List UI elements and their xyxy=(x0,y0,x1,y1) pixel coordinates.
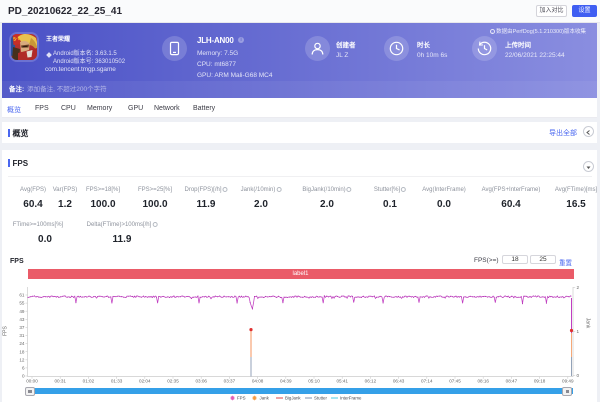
svg-text:2: 2 xyxy=(577,285,580,290)
svg-text:0: 0 xyxy=(22,374,25,379)
svg-text:BigJank: BigJank xyxy=(285,396,301,401)
svg-text:01:02: 01:02 xyxy=(83,379,95,384)
svg-text:08:16: 08:16 xyxy=(477,379,489,384)
svg-text:49: 49 xyxy=(19,309,25,314)
svg-text:03:06: 03:06 xyxy=(195,379,207,384)
svg-text:Jank: Jank xyxy=(585,318,591,329)
svg-text:07:45: 07:45 xyxy=(449,379,461,384)
svg-text:43: 43 xyxy=(19,317,25,322)
svg-text:12: 12 xyxy=(19,357,25,362)
svg-text:05:41: 05:41 xyxy=(336,379,348,384)
svg-text:08:47: 08:47 xyxy=(506,379,518,384)
svg-text:01:33: 01:33 xyxy=(111,379,123,384)
svg-text:37: 37 xyxy=(19,325,25,330)
svg-text:Stutter: Stutter xyxy=(314,396,327,401)
svg-text:31: 31 xyxy=(19,333,25,338)
svg-text:06:12: 06:12 xyxy=(365,379,377,384)
svg-text:24: 24 xyxy=(19,341,25,346)
svg-text:55: 55 xyxy=(19,301,25,306)
svg-text:09:18: 09:18 xyxy=(534,379,546,384)
svg-text:Jank: Jank xyxy=(260,396,270,401)
svg-text:02:04: 02:04 xyxy=(139,379,151,384)
svg-text:06:43: 06:43 xyxy=(393,379,405,384)
svg-text:05:10: 05:10 xyxy=(308,379,320,384)
svg-text:09:49: 09:49 xyxy=(562,379,574,384)
svg-text:5·5: 5·5 xyxy=(13,36,21,43)
svg-text:61: 61 xyxy=(19,293,25,298)
svg-text:07:14: 07:14 xyxy=(421,379,433,384)
svg-text:FPS: FPS xyxy=(3,325,9,335)
svg-text:FPS: FPS xyxy=(237,396,246,401)
svg-text:6: 6 xyxy=(22,366,25,371)
svg-text:18: 18 xyxy=(19,349,25,354)
svg-text:1: 1 xyxy=(577,329,580,334)
svg-text:02:35: 02:35 xyxy=(167,379,179,384)
svg-text:03:37: 03:37 xyxy=(224,379,236,384)
svg-text:0: 0 xyxy=(577,373,580,378)
svg-text:04:08: 04:08 xyxy=(252,379,264,384)
svg-text:04:39: 04:39 xyxy=(280,379,292,384)
svg-text:InterFrame: InterFrame xyxy=(340,396,362,401)
svg-text:00:00: 00:00 xyxy=(26,379,38,384)
svg-text:00:31: 00:31 xyxy=(54,379,66,384)
